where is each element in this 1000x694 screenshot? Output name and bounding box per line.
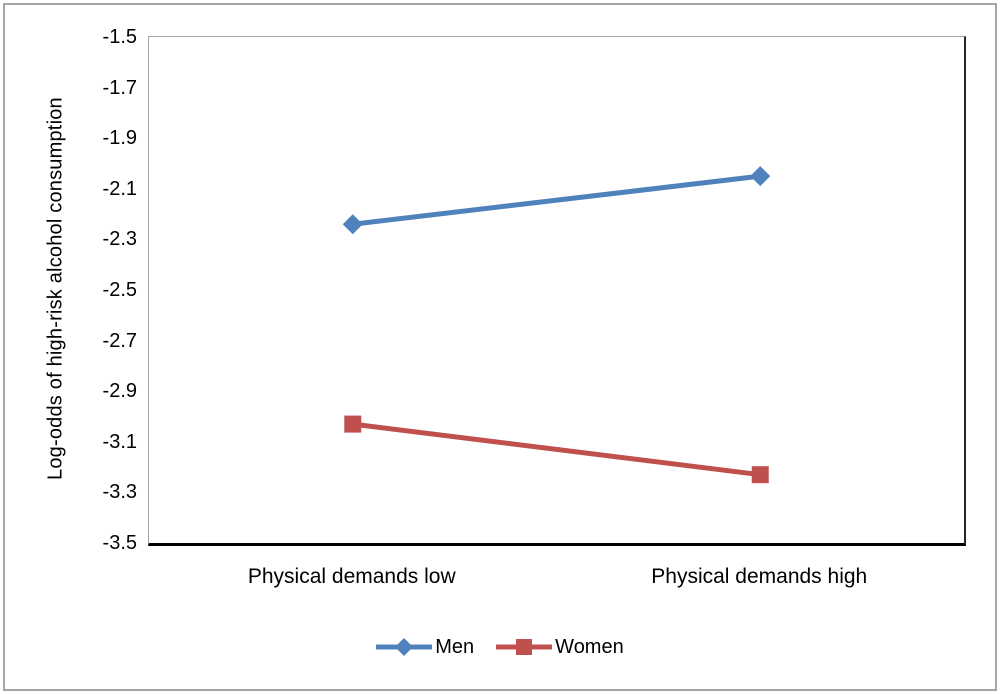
x-category-label: Physical demands low [247,565,456,588]
y-tick-label: -3.5 [102,532,137,554]
legend-item-men: Men [376,636,474,659]
y-tick-label: -1.5 [102,26,137,48]
x-category-label: Physical demands high [651,565,868,588]
data-point-men [750,166,771,187]
data-point-women [344,415,362,433]
y-tick-label: -2.3 [102,228,137,251]
series-canvas [342,166,771,484]
y-tick-label: -2.7 [102,329,137,352]
legend-marker-women-icon [496,639,553,655]
y-tick-label: -2.5 [102,279,137,301]
y-tick-label: -2.9 [102,380,137,403]
y-tick-label: -3.3 [102,481,137,504]
data-point-women [751,466,769,484]
y-tick-label: -2.1 [102,177,137,200]
data-point-men [342,214,363,235]
legend-label-women: Women [555,635,624,658]
legend-marker-men-icon [376,638,433,656]
series-line-women [352,421,761,478]
y-tick-label: -1.7 [102,76,137,99]
y-tick-label: -3.1 [102,430,137,453]
legend: Men Women [0,634,1000,660]
legend-item-women: Women [496,636,624,659]
legend-label-men: Men [435,635,475,658]
y-tick-label: -1.9 [102,127,137,150]
series-line-men [352,173,761,227]
plot-area [148,36,966,546]
